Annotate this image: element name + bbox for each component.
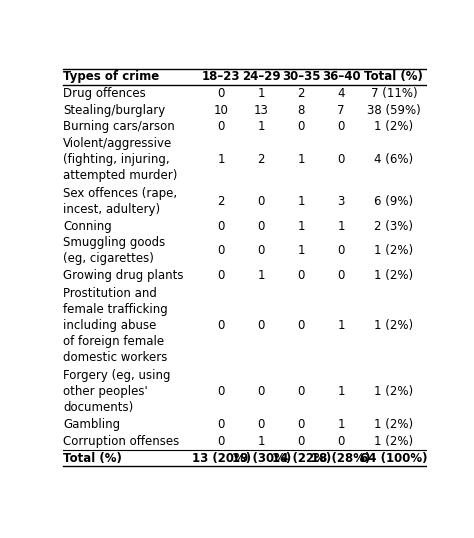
Text: 1 (2%): 1 (2%) xyxy=(374,385,413,398)
Text: 1 (2%): 1 (2%) xyxy=(374,435,413,448)
Text: 36–40: 36–40 xyxy=(322,70,360,83)
Text: Types of crime: Types of crime xyxy=(63,70,159,83)
Text: 0: 0 xyxy=(218,319,225,332)
Text: 13: 13 xyxy=(254,104,269,117)
Text: 19 (30%): 19 (30%) xyxy=(231,451,291,465)
Text: 24–29: 24–29 xyxy=(242,70,281,83)
Text: 0: 0 xyxy=(257,319,265,332)
Text: 1: 1 xyxy=(337,319,345,332)
Text: 0: 0 xyxy=(218,244,225,258)
Text: Total (%): Total (%) xyxy=(365,70,423,83)
Text: 0: 0 xyxy=(337,244,345,258)
Text: 0: 0 xyxy=(218,270,225,282)
Text: 1 (2%): 1 (2%) xyxy=(374,244,413,258)
Text: 0: 0 xyxy=(337,120,345,133)
Text: Sex offences (rape,
incest, adultery): Sex offences (rape, incest, adultery) xyxy=(63,187,177,216)
Text: Burning cars/arson: Burning cars/arson xyxy=(63,120,175,133)
Text: Forgery (eg, using
other peoples'
documents): Forgery (eg, using other peoples' docume… xyxy=(63,369,171,414)
Text: 0: 0 xyxy=(298,419,305,431)
Text: Violent/aggressive
(fighting, injuring,
attempted murder): Violent/aggressive (fighting, injuring, … xyxy=(63,137,177,182)
Text: Drug offences: Drug offences xyxy=(63,87,146,100)
Text: 1 (2%): 1 (2%) xyxy=(374,120,413,133)
Text: 0: 0 xyxy=(218,120,225,133)
Text: 0: 0 xyxy=(218,435,225,448)
Text: Total (%): Total (%) xyxy=(63,451,122,465)
Text: 7 (11%): 7 (11%) xyxy=(371,87,417,100)
Text: 0: 0 xyxy=(298,435,305,448)
Text: 1: 1 xyxy=(257,270,265,282)
Text: 0: 0 xyxy=(337,153,345,166)
Text: 0: 0 xyxy=(257,220,265,232)
Text: 1: 1 xyxy=(337,385,345,398)
Text: 1: 1 xyxy=(337,419,345,431)
Text: 1 (2%): 1 (2%) xyxy=(374,319,413,332)
Text: 2 (3%): 2 (3%) xyxy=(374,220,413,232)
Text: 1: 1 xyxy=(297,195,305,208)
Text: 1: 1 xyxy=(297,220,305,232)
Text: Corruption offenses: Corruption offenses xyxy=(63,435,179,448)
Text: Prostitution and
female trafficking
including abuse
of foreign female
domestic w: Prostitution and female trafficking incl… xyxy=(63,287,168,364)
Text: 0: 0 xyxy=(298,385,305,398)
Text: 64 (100%): 64 (100%) xyxy=(360,451,428,465)
Text: 38 (59%): 38 (59%) xyxy=(367,104,421,117)
Text: 1 (2%): 1 (2%) xyxy=(374,270,413,282)
Text: 0: 0 xyxy=(218,419,225,431)
Text: 13 (20%): 13 (20%) xyxy=(191,451,251,465)
Text: 0: 0 xyxy=(298,270,305,282)
Text: 1: 1 xyxy=(337,220,345,232)
Text: Gambling: Gambling xyxy=(63,419,120,431)
Text: 18 (28%): 18 (28%) xyxy=(311,451,371,465)
Text: 6 (9%): 6 (9%) xyxy=(374,195,413,208)
Text: 1: 1 xyxy=(297,153,305,166)
Text: 0: 0 xyxy=(298,120,305,133)
Text: 10: 10 xyxy=(214,104,228,117)
Text: Smuggling goods
(eg, cigarettes): Smuggling goods (eg, cigarettes) xyxy=(63,237,165,265)
Text: 0: 0 xyxy=(218,385,225,398)
Text: 0: 0 xyxy=(257,244,265,258)
Text: 0: 0 xyxy=(218,87,225,100)
Text: 0: 0 xyxy=(337,270,345,282)
Text: 1: 1 xyxy=(218,153,225,166)
Text: Growing drug plants: Growing drug plants xyxy=(63,270,183,282)
Text: 0: 0 xyxy=(298,319,305,332)
Text: 0: 0 xyxy=(337,435,345,448)
Text: 1: 1 xyxy=(297,244,305,258)
Text: 1 (2%): 1 (2%) xyxy=(374,419,413,431)
Text: 8: 8 xyxy=(298,104,305,117)
Text: 1: 1 xyxy=(257,435,265,448)
Text: 0: 0 xyxy=(218,220,225,232)
Text: 2: 2 xyxy=(218,195,225,208)
Text: 1: 1 xyxy=(257,87,265,100)
Text: 18–23: 18–23 xyxy=(202,70,240,83)
Text: 2: 2 xyxy=(297,87,305,100)
Text: 0: 0 xyxy=(257,419,265,431)
Text: 0: 0 xyxy=(257,195,265,208)
Text: 14 (22%): 14 (22%) xyxy=(272,451,331,465)
Text: 0: 0 xyxy=(257,385,265,398)
Text: 4 (6%): 4 (6%) xyxy=(374,153,413,166)
Text: 3: 3 xyxy=(337,195,345,208)
Text: Conning: Conning xyxy=(63,220,112,232)
Text: 7: 7 xyxy=(337,104,345,117)
Text: Stealing/burglary: Stealing/burglary xyxy=(63,104,165,117)
Text: 2: 2 xyxy=(257,153,265,166)
Text: 1: 1 xyxy=(257,120,265,133)
Text: 4: 4 xyxy=(337,87,345,100)
Text: 30–35: 30–35 xyxy=(282,70,320,83)
